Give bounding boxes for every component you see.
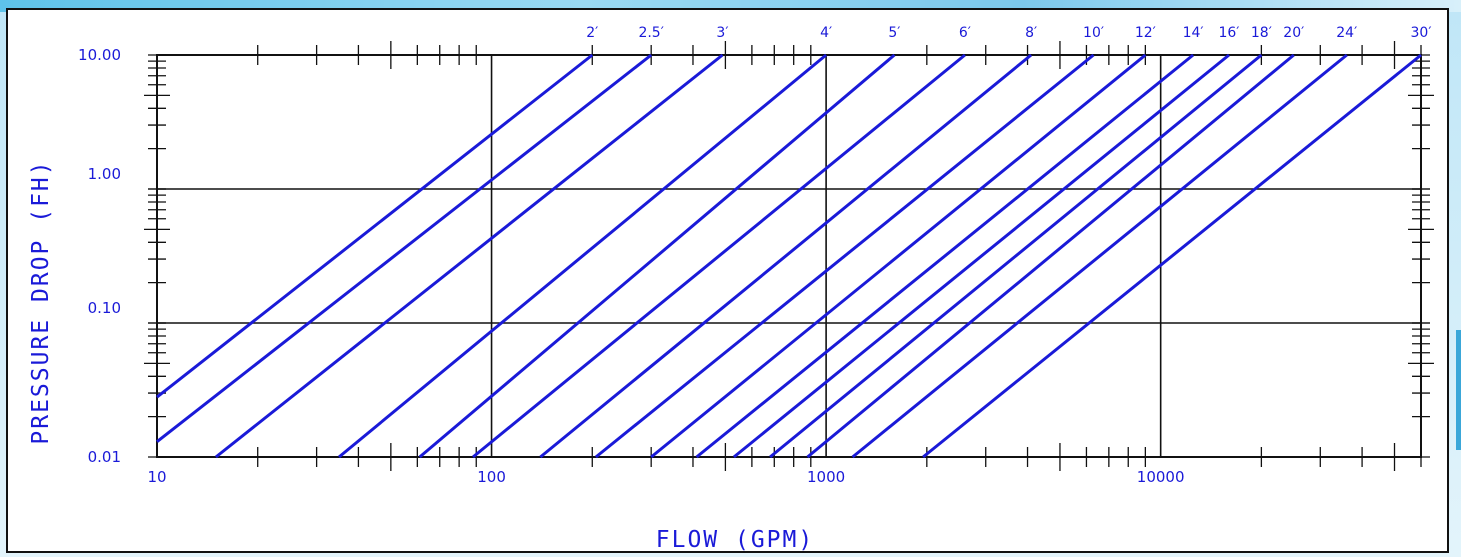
series-line bbox=[594, 53, 1095, 459]
size-label: 16′ bbox=[1218, 25, 1239, 41]
series-line bbox=[922, 53, 1422, 459]
size-label: 2′ bbox=[586, 25, 598, 41]
series-lines bbox=[156, 53, 1422, 459]
size-label: 5′ bbox=[888, 25, 900, 41]
tick-labels: 10 100 1000 10000 0.01 0.10 1.00 10.00 bbox=[78, 46, 1184, 486]
series-line bbox=[214, 53, 724, 459]
size-label: 3′ bbox=[716, 25, 728, 41]
size-label: 14′ bbox=[1183, 25, 1204, 41]
size-label: 30′ bbox=[1411, 25, 1432, 41]
x-tick-label: 1000 bbox=[807, 468, 845, 486]
size-label: 24′ bbox=[1336, 25, 1357, 41]
series-line bbox=[338, 53, 828, 459]
series-line bbox=[650, 53, 1147, 459]
series-line bbox=[732, 53, 1230, 459]
size-label: 12′ bbox=[1135, 25, 1156, 41]
y-axis-title: PRESSURE DROP (FH) bbox=[28, 159, 54, 444]
series-line bbox=[851, 53, 1348, 459]
y-tick-label: 10.00 bbox=[78, 46, 121, 64]
size-label: 2.5′ bbox=[638, 25, 663, 41]
y-tick-label: 1.00 bbox=[88, 165, 121, 183]
series-line bbox=[769, 53, 1263, 459]
size-label: 20′ bbox=[1283, 25, 1304, 41]
size-label: 4′ bbox=[820, 25, 832, 41]
series-line bbox=[156, 53, 653, 443]
y-tick-label: 0.10 bbox=[88, 299, 121, 317]
chart-grid bbox=[156, 54, 1422, 458]
plot-border bbox=[156, 54, 1422, 458]
x-tick-label: 100 bbox=[477, 468, 506, 486]
x-tick-label: 10000 bbox=[1137, 468, 1185, 486]
side-accent bbox=[1456, 330, 1461, 450]
series-line bbox=[472, 53, 966, 459]
x-tick-label: 10 bbox=[147, 468, 166, 486]
size-label: 10′ bbox=[1083, 25, 1104, 41]
axis-ticks bbox=[144, 41, 1434, 471]
series-line bbox=[806, 53, 1295, 459]
size-label: 18′ bbox=[1251, 25, 1272, 41]
y-tick-label: 0.01 bbox=[88, 448, 121, 466]
series-line bbox=[539, 53, 1033, 459]
size-label: 8′ bbox=[1025, 25, 1037, 41]
size-label: 6′ bbox=[959, 25, 971, 41]
series-line bbox=[156, 53, 594, 399]
x-axis-title: FLOW (GPM) bbox=[656, 527, 814, 553]
series-line bbox=[695, 53, 1195, 459]
series-line bbox=[418, 53, 896, 459]
size-labels: 2′ 2.5′ 3′ 4′ 5′ 6′ 8′ 10′ 12′ 14′ 16′ 18′ 20′ 24′ 30′ bbox=[586, 25, 1431, 41]
